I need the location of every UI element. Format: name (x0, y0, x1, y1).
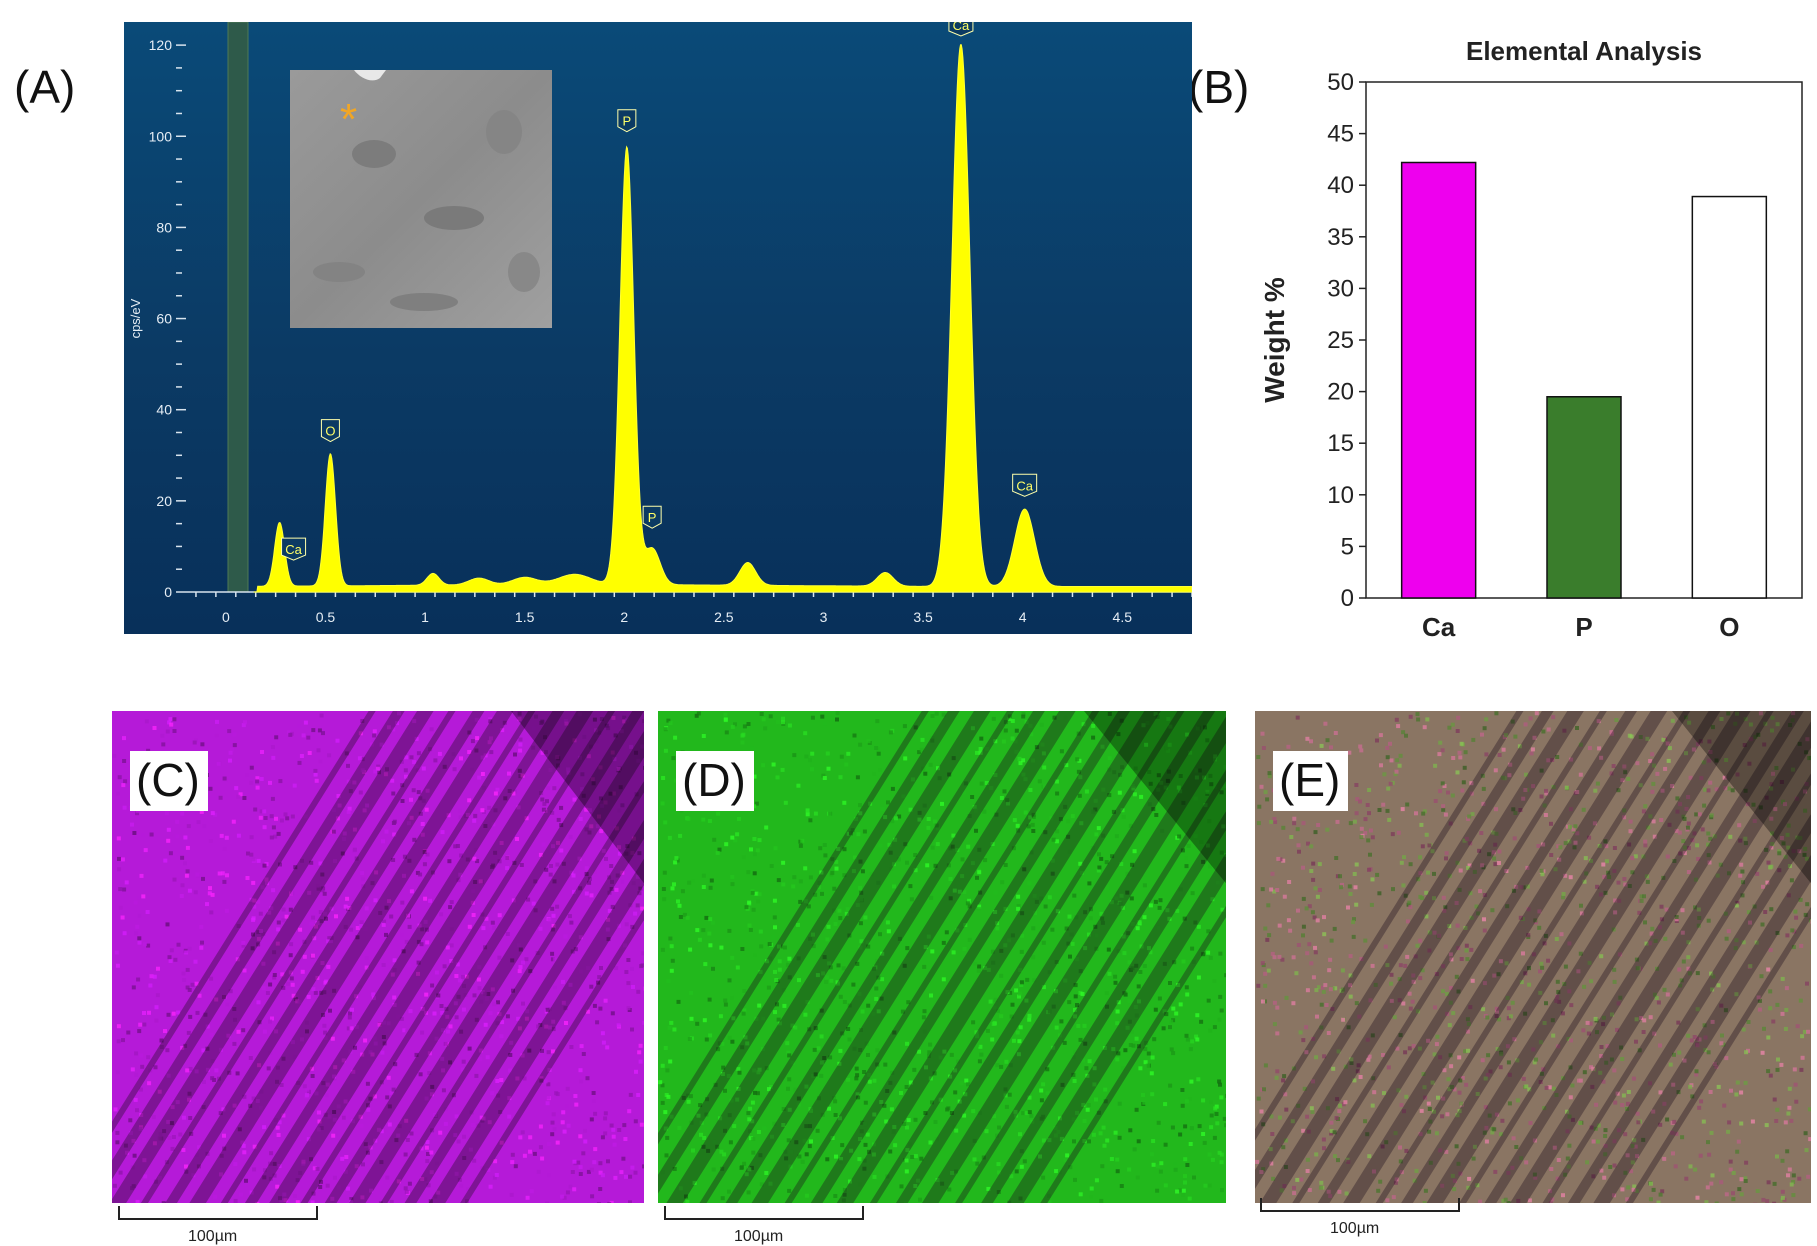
y-tick-label: 35 (1327, 224, 1354, 251)
overlay-map: (E) (1255, 711, 1811, 1203)
peak-label-text: P (623, 114, 632, 129)
bar-p (1547, 397, 1621, 598)
bar-ca (1402, 162, 1476, 598)
map-label-e: (E) (1273, 751, 1348, 811)
peak-label: P (618, 110, 636, 132)
peak-label: Ca (282, 538, 306, 560)
peak-label-text: P (648, 510, 657, 525)
y-tick-label: 100 (149, 128, 173, 144)
y-tick-label: 5 (1341, 533, 1354, 560)
y-tick-label: 50 (1327, 69, 1354, 96)
scale-bar-label: 100µm (734, 1228, 783, 1246)
elemental-analysis-chart: Elemental Analysis 0 5 10 15 20 25 30 35 40 45 50 We… (1240, 20, 1810, 660)
panel-label-a: (A) (14, 64, 75, 110)
x-tick-label: 2 (620, 609, 628, 625)
y-tick-label: 120 (149, 37, 173, 53)
scale-bar-e: 100µm (1260, 1198, 1460, 1238)
eds-spectrum-chart: 0 20 40 60 80 100 120 0 0.5 1 1.5 2 2.5 3 3.5 4 4.5 cps/e… (124, 22, 1192, 634)
y-tick-label: 0 (1341, 585, 1354, 612)
y-tick-label: 60 (156, 311, 172, 327)
chart-title: Elemental Analysis (1466, 36, 1702, 66)
x-tick-label: 3.5 (913, 609, 933, 625)
map-label-d: (D) (676, 751, 754, 811)
y-tick-label: 0 (164, 584, 172, 600)
y-tick-label: 30 (1327, 275, 1354, 302)
scale-bar-label: 100µm (188, 1228, 237, 1246)
peak-label: P (643, 506, 661, 528)
y-tick-label: 10 (1327, 482, 1354, 509)
spectrum-marker-band (228, 22, 248, 592)
peak-label: Ca (1013, 474, 1037, 496)
y-tick-label: 20 (156, 493, 172, 509)
y-tick-label: 40 (1327, 172, 1354, 199)
peak-label-text: Ca (285, 542, 302, 557)
y-tick-label: 25 (1327, 327, 1354, 354)
x-tick-label: 1.5 (515, 609, 535, 625)
y-tick-label: 20 (1327, 379, 1354, 406)
y-tick-label: 45 (1327, 121, 1354, 148)
peak-label: O (321, 420, 339, 442)
peak-label-text: O (325, 424, 335, 439)
x-tick-label: 0.5 (316, 609, 336, 625)
scale-bar-c: 100µm (118, 1206, 318, 1246)
scale-bar-d: 100µm (664, 1206, 864, 1246)
map-label-c: (C) (130, 751, 208, 811)
y-axis-label: Weight % (1259, 277, 1290, 403)
y-tick-label: 80 (156, 219, 172, 235)
x-tick-label: 0 (222, 609, 230, 625)
x-tick-label: 4.5 (1113, 609, 1133, 625)
ca-map: (C) (112, 711, 644, 1203)
x-tick-label: 3 (820, 609, 828, 625)
bar-o (1692, 197, 1766, 598)
peak-label-text: Ca (953, 22, 970, 33)
x-tick-label: P (1575, 612, 1592, 642)
scale-bar-label: 100µm (1330, 1220, 1379, 1238)
y-axis-label: cps/eV (128, 298, 143, 338)
x-tick-label: 1 (421, 609, 429, 625)
x-tick-label: O (1719, 612, 1739, 642)
sem-inset-image (290, 70, 552, 328)
x-tick-label: Ca (1422, 612, 1456, 642)
x-tick-label: 2.5 (714, 609, 734, 625)
y-tick-label: 40 (156, 402, 172, 418)
y-tick-label: 15 (1327, 430, 1354, 457)
x-tick-label: 4 (1019, 609, 1027, 625)
p-map: (D) (658, 711, 1226, 1203)
inset-marker: * (340, 95, 357, 144)
peak-label-text: Ca (1016, 478, 1033, 493)
